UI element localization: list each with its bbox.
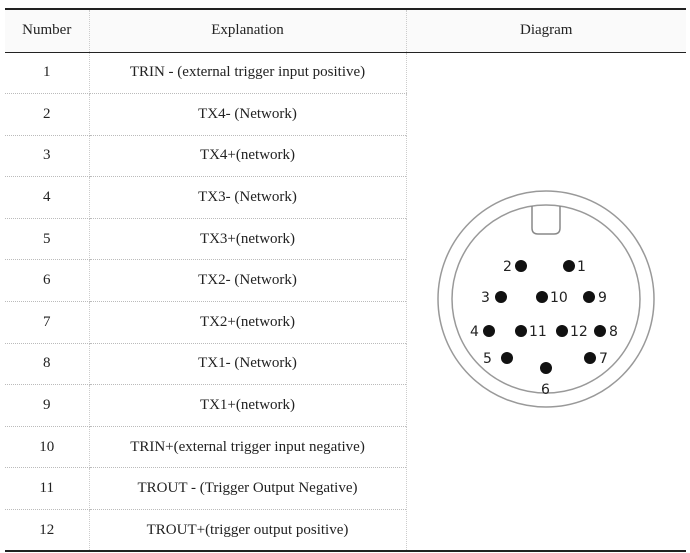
connector-outer-ring: [437, 190, 655, 408]
connector-diagram-cell: 1 2 3 4 5 6 7 8 9 10 11 12: [405, 52, 686, 553]
pin-explanation: TX4- (Network): [89, 93, 406, 136]
table-header-row: Number Explanation Diagram: [5, 8, 686, 53]
pin-3-dot: [495, 290, 508, 303]
pin-6-dot: [540, 361, 553, 374]
pin-number: 9: [5, 384, 90, 427]
pin-number: 12: [5, 509, 90, 553]
table-row: 3 TX4+(network): [5, 135, 686, 178]
table-row: 8 TX1- (Network): [5, 343, 686, 386]
pin-5-label: 5: [483, 351, 492, 367]
pin-explanation: TX3- (Network): [89, 176, 406, 219]
pin-1-dot: [563, 259, 576, 272]
pin-number: 8: [5, 343, 90, 386]
pin-5-dot: [501, 351, 514, 364]
pin-9-label: 9: [598, 290, 607, 306]
pin-number: 3: [5, 135, 90, 178]
pin-10-dot: [536, 290, 549, 303]
pin-explanation: TRIN+(external trigger input negative): [89, 426, 406, 469]
pin-9-dot: [583, 290, 596, 303]
pin-labels: 1 2 3 4 5 6 7 8 9 10 11 12: [470, 259, 618, 398]
table-row: 10 TRIN+(external trigger input negative…: [5, 426, 686, 469]
pin-definition-table: Number Explanation Diagram 1 TRIN - (ext…: [5, 8, 686, 553]
pin-number: 7: [5, 301, 90, 344]
pin-12-dot: [556, 324, 569, 337]
pin-number: 1: [5, 52, 90, 95]
pin-8-label: 8: [609, 324, 618, 340]
pin-number: 6: [5, 259, 90, 303]
table-row: 2 TX4- (Network): [5, 93, 686, 136]
pin-explanation: TROUT - (Trigger Output Negative): [89, 467, 406, 511]
table-row: 1 TRIN - (external trigger input positiv…: [5, 52, 686, 553]
connector-key-notch: [531, 205, 561, 235]
pin-10-label: 10: [550, 290, 568, 306]
header-diagram: Diagram: [405, 8, 686, 53]
header-explanation: Explanation: [89, 8, 406, 53]
pin-number: 11: [5, 467, 90, 511]
table-row: 12 TROUT+(trigger output positive): [5, 509, 686, 553]
table-row: 5 TX3+(network): [5, 218, 686, 261]
connector-inner-ring: [451, 204, 641, 394]
pin-7-label: 7: [599, 351, 608, 367]
pin-explanation: TX4+(network): [89, 135, 406, 178]
pin-explanation: TRIN - (external trigger input positive): [89, 52, 406, 95]
pin-number: 2: [5, 93, 90, 136]
pin-explanation: TX2- (Network): [89, 259, 406, 303]
pin-2-dot: [515, 259, 528, 272]
pin-explanation: TX2+(network): [89, 301, 406, 344]
pin-number: 10: [5, 426, 90, 469]
pin-8-dot: [594, 324, 607, 337]
pin-11-dot: [515, 324, 528, 337]
table-row: 7 TX2+(network): [5, 301, 686, 344]
table-row: 4 TX3- (Network): [5, 176, 686, 219]
pin-number: 4: [5, 176, 90, 219]
table-row: 9 TX1+(network): [5, 384, 686, 427]
pin-7-dot: [584, 351, 597, 364]
pin-2-label: 2: [503, 259, 512, 275]
pin-12-label: 12: [570, 324, 588, 340]
connector-pinout-diagram: 1 2 3 4 5 6 7 8 9 10 11 12: [437, 190, 655, 408]
table-row: 11 TROUT - (Trigger Output Negative): [5, 467, 686, 511]
table-row: 6 TX2- (Network): [5, 259, 686, 303]
pin-3-label: 3: [481, 290, 490, 306]
pin-number: 5: [5, 218, 90, 261]
pin-dots: [483, 259, 607, 374]
pin-explanation: TX1- (Network): [89, 343, 406, 386]
pin-11-label: 11: [529, 324, 547, 340]
header-number: Number: [5, 8, 90, 53]
pin-explanation: TX1+(network): [89, 384, 406, 427]
pin-4-label: 4: [470, 324, 479, 340]
pin-1-label: 1: [577, 259, 586, 275]
pin-explanation: TROUT+(trigger output positive): [89, 509, 406, 553]
pin-4-dot: [483, 324, 496, 337]
pin-6-label: 6: [541, 382, 550, 398]
pin-explanation: TX3+(network): [89, 218, 406, 261]
